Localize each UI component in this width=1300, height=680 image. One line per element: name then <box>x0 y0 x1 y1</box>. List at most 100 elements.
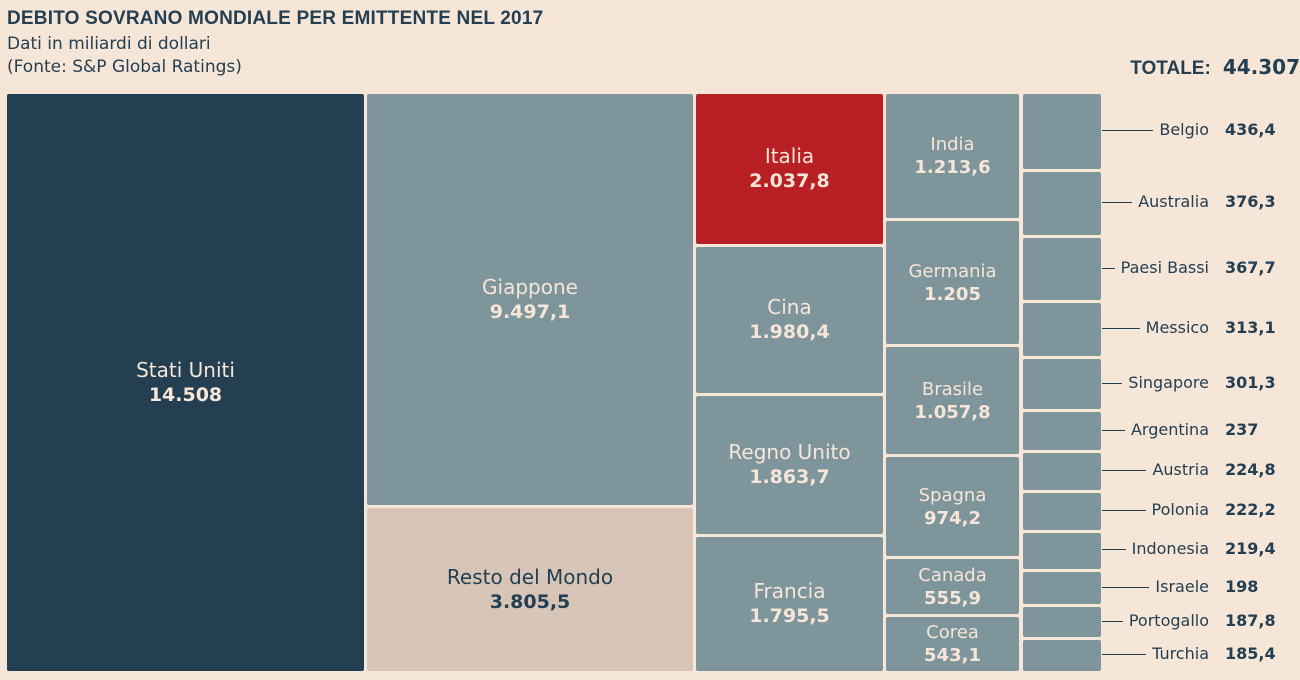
callout-label: Messico <box>1145 318 1209 337</box>
callout-singapore: Singapore 301,3 <box>1102 373 1300 393</box>
treemap-cell-austria <box>1023 453 1101 490</box>
callout-value: 224,8 <box>1225 460 1276 479</box>
cell-name: Canada <box>918 564 987 586</box>
treemap-cell-francia: Francia 1.795,5 <box>696 537 883 671</box>
chart-title: DEBITO SOVRANO MONDIALE PER EMITTENTE NE… <box>7 8 544 29</box>
callout-label: Belgio <box>1159 120 1209 139</box>
callout-value: 222,2 <box>1225 500 1276 519</box>
leader-line <box>1102 328 1140 329</box>
callout-austria: Austria 224,8 <box>1102 460 1300 480</box>
treemap-cell-polonia <box>1023 493 1101 530</box>
callout-value: 313,1 <box>1225 318 1276 337</box>
callout-polonia: Polonia 222,2 <box>1102 500 1300 520</box>
treemap-cell-messico <box>1023 303 1101 356</box>
cell-name: Francia <box>753 579 826 603</box>
treemap-cell-paesi-bassi <box>1023 238 1101 300</box>
cell-value: 3.805,5 <box>489 590 571 613</box>
callout-value: 198 <box>1225 577 1259 596</box>
cell-name: Stati Uniti <box>136 357 235 382</box>
callout-value: 376,3 <box>1225 192 1276 211</box>
cell-value: 1.205 <box>924 283 981 305</box>
treemap-cell-giappone: Giappone 9.497,1 <box>367 94 693 505</box>
cell-name: Corea <box>926 622 979 643</box>
cell-name: Regno Unito <box>728 440 851 464</box>
treemap-cell-indonesia <box>1023 533 1101 569</box>
callout-turchia: Turchia 185,4 <box>1102 644 1300 664</box>
callout-label: Austria <box>1152 460 1209 479</box>
callout-label: Indonesia <box>1131 539 1209 558</box>
leader-line <box>1102 430 1125 431</box>
leader-line <box>1102 510 1146 511</box>
leader-line <box>1102 130 1154 131</box>
treemap-cell-italia: Italia 2.037,8 <box>696 94 883 244</box>
treemap-cell-israele <box>1023 572 1101 604</box>
treemap-cell-cina: Cina 1.980,4 <box>696 247 883 393</box>
callout-label: Singapore <box>1128 373 1209 392</box>
callout-paesi-bassi: Paesi Bassi 367,7 <box>1102 258 1300 278</box>
callout-label: Australia <box>1138 192 1209 211</box>
cell-value: 1.980,4 <box>749 321 830 343</box>
treemap-cell-singapore <box>1023 359 1101 409</box>
callout-value: 187,8 <box>1225 611 1276 630</box>
treemap-cell-brasile: Brasile 1.057,8 <box>886 347 1019 454</box>
cell-value: 14.508 <box>148 383 223 406</box>
leader-line <box>1102 587 1150 588</box>
cell-name: Giappone <box>482 274 578 299</box>
cell-value: 555,9 <box>924 587 981 609</box>
callout-messico: Messico 313,1 <box>1102 318 1300 338</box>
cell-name: Spagna <box>918 484 987 506</box>
treemap-cell-belgio <box>1023 94 1101 169</box>
leader-line <box>1102 654 1147 655</box>
cell-value: 9.497,1 <box>489 300 571 323</box>
cell-value: 1.057,8 <box>914 401 991 423</box>
leader-line <box>1102 621 1123 622</box>
callout-label: Polonia <box>1151 500 1210 519</box>
callout-value: 367,7 <box>1225 258 1276 277</box>
cell-name: Italia <box>764 144 815 168</box>
cell-name: Brasile <box>921 378 984 400</box>
treemap-cell-corea: Corea 543,1 <box>886 617 1019 671</box>
treemap-cell-argentina <box>1023 412 1101 450</box>
treemap-cell-canada: Canada 555,9 <box>886 559 1019 614</box>
cell-name: India <box>930 134 975 155</box>
callout-israele: Israele 198 <box>1102 577 1300 597</box>
callout-label: Turchia <box>1152 644 1209 663</box>
total-value: 44.307 <box>1222 55 1300 79</box>
callout-label: Israele <box>1155 577 1209 596</box>
callout-belgio: Belgio 436,4 <box>1102 120 1300 140</box>
cell-name: Germania <box>908 260 997 282</box>
treemap-cell-germania: Germania 1.205 <box>886 221 1019 344</box>
cell-value: 543,1 <box>924 645 981 666</box>
callout-value: 185,4 <box>1225 644 1276 663</box>
callout-label: Argentina <box>1130 420 1209 439</box>
callout-value: 436,4 <box>1225 120 1276 139</box>
leader-line <box>1102 202 1133 203</box>
treemap-cell-portogallo <box>1023 607 1101 637</box>
callout-value: 237 <box>1225 420 1259 439</box>
total-readout: TOTALE: 44.307 <box>1130 55 1300 80</box>
cell-value: 974,2 <box>924 507 981 529</box>
unit-note: Dati in miliardi di dollari <box>7 34 211 54</box>
callout-indonesia: Indonesia 219,4 <box>1102 539 1300 559</box>
treemap-cell-stati-uniti: Stati Uniti 14.508 <box>7 94 364 671</box>
callout-label: Portogallo <box>1128 611 1209 630</box>
callout-value: 301,3 <box>1225 373 1276 392</box>
chart-subtitle: Dati in miliardi di dollari (Fonte: S&P … <box>7 33 242 79</box>
treemap-cell-spagna: Spagna 974,2 <box>886 457 1019 556</box>
leader-line <box>1102 470 1147 471</box>
leader-line <box>1102 383 1123 384</box>
leader-line <box>1102 549 1126 550</box>
treemap-cell-turchia <box>1023 640 1101 671</box>
cell-name: Cina <box>767 295 812 319</box>
treemap-cell-regno-unito: Regno Unito 1.863,7 <box>696 396 883 534</box>
callout-argentina: Argentina 237 <box>1102 420 1300 440</box>
source-note: (Fonte: S&P Global Ratings) <box>7 57 242 77</box>
callout-value: 219,4 <box>1225 539 1276 558</box>
cell-value: 2.037,8 <box>749 170 830 192</box>
cell-value: 1.213,6 <box>914 157 991 178</box>
callout-portogallo: Portogallo 187,8 <box>1102 611 1300 631</box>
callout-label: Paesi Bassi <box>1120 258 1209 277</box>
treemap-cell-australia <box>1023 172 1101 235</box>
cell-value: 1.795,5 <box>749 605 830 627</box>
treemap-cell-resto-del-mondo: Resto del Mondo 3.805,5 <box>367 508 693 671</box>
